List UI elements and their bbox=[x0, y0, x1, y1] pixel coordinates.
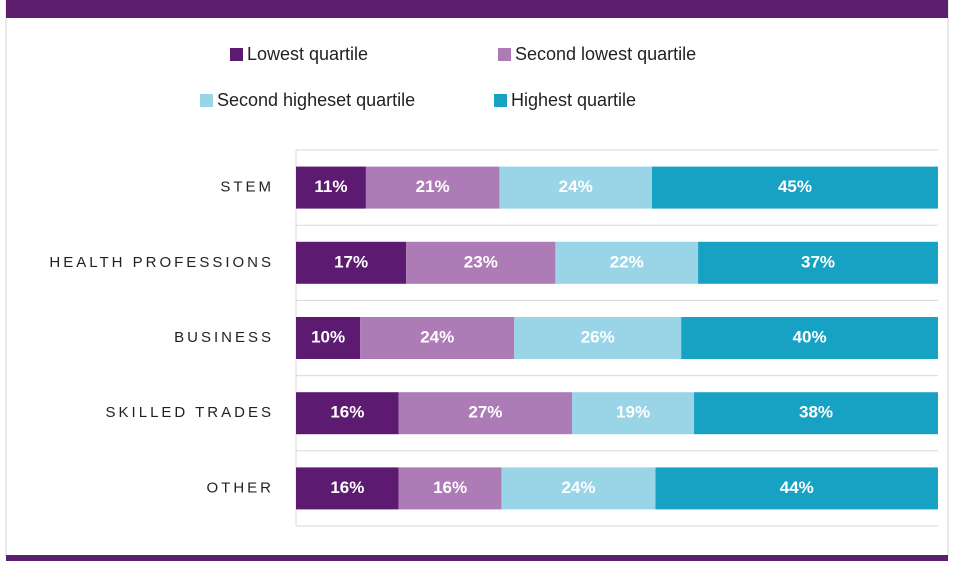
bar-segment bbox=[514, 317, 682, 359]
legend-label: Second lowest quartile bbox=[515, 44, 696, 64]
bar-segment bbox=[296, 467, 399, 510]
value-label: 10% bbox=[311, 327, 345, 346]
value-label: 24% bbox=[561, 478, 595, 497]
value-label: 38% bbox=[799, 403, 833, 422]
bar-segment bbox=[398, 392, 573, 435]
legend-label: Lowest quartile bbox=[247, 44, 368, 64]
value-label: 23% bbox=[464, 252, 498, 271]
bar-segment bbox=[406, 241, 556, 284]
bottom-band bbox=[6, 555, 948, 561]
bar-segment bbox=[651, 166, 938, 209]
bar-segment bbox=[698, 241, 938, 284]
bar-segment bbox=[296, 166, 366, 209]
bar-segment bbox=[501, 467, 656, 510]
value-label: 17% bbox=[334, 252, 368, 271]
value-label: 16% bbox=[330, 478, 364, 497]
legend-swatch bbox=[494, 94, 507, 107]
value-label: 27% bbox=[468, 403, 502, 422]
bar-segment bbox=[655, 467, 938, 510]
bar-segment bbox=[296, 241, 407, 284]
bar-segment bbox=[296, 392, 399, 435]
value-label: 19% bbox=[616, 403, 650, 422]
bar-segment bbox=[296, 317, 361, 359]
bar-segment bbox=[499, 166, 652, 209]
bar-segment bbox=[360, 317, 515, 359]
value-label: 24% bbox=[420, 327, 454, 346]
value-label: 44% bbox=[780, 478, 814, 497]
value-label: 45% bbox=[778, 177, 812, 196]
bar-segment bbox=[572, 392, 695, 435]
bar-segment bbox=[555, 241, 699, 284]
legend-swatch bbox=[498, 48, 511, 61]
value-label: 16% bbox=[433, 478, 467, 497]
legend-swatch bbox=[200, 94, 213, 107]
legend-label: Second higheset quartile bbox=[217, 90, 415, 110]
legend-label: Highest quartile bbox=[511, 90, 636, 110]
value-label: 40% bbox=[793, 327, 827, 346]
value-label: 11% bbox=[314, 177, 347, 196]
category-label: HEALTH PROFESSIONS bbox=[49, 254, 274, 271]
bar-segment bbox=[365, 166, 500, 209]
legend-swatch bbox=[230, 48, 243, 61]
value-label: 21% bbox=[416, 177, 450, 196]
value-label: 24% bbox=[559, 177, 593, 196]
bar-segment bbox=[694, 392, 938, 435]
category-label: STEM bbox=[220, 179, 274, 196]
bar-segment bbox=[398, 467, 502, 510]
top-band bbox=[6, 0, 948, 18]
category-label: BUSINESS bbox=[174, 329, 274, 346]
category-label: OTHER bbox=[207, 479, 275, 496]
value-label: 22% bbox=[610, 252, 644, 271]
value-label: 16% bbox=[330, 403, 364, 422]
category-label: SKILLED TRADES bbox=[106, 404, 274, 421]
value-label: 26% bbox=[581, 327, 615, 346]
bar-segment bbox=[681, 317, 938, 359]
value-label: 37% bbox=[801, 252, 835, 271]
